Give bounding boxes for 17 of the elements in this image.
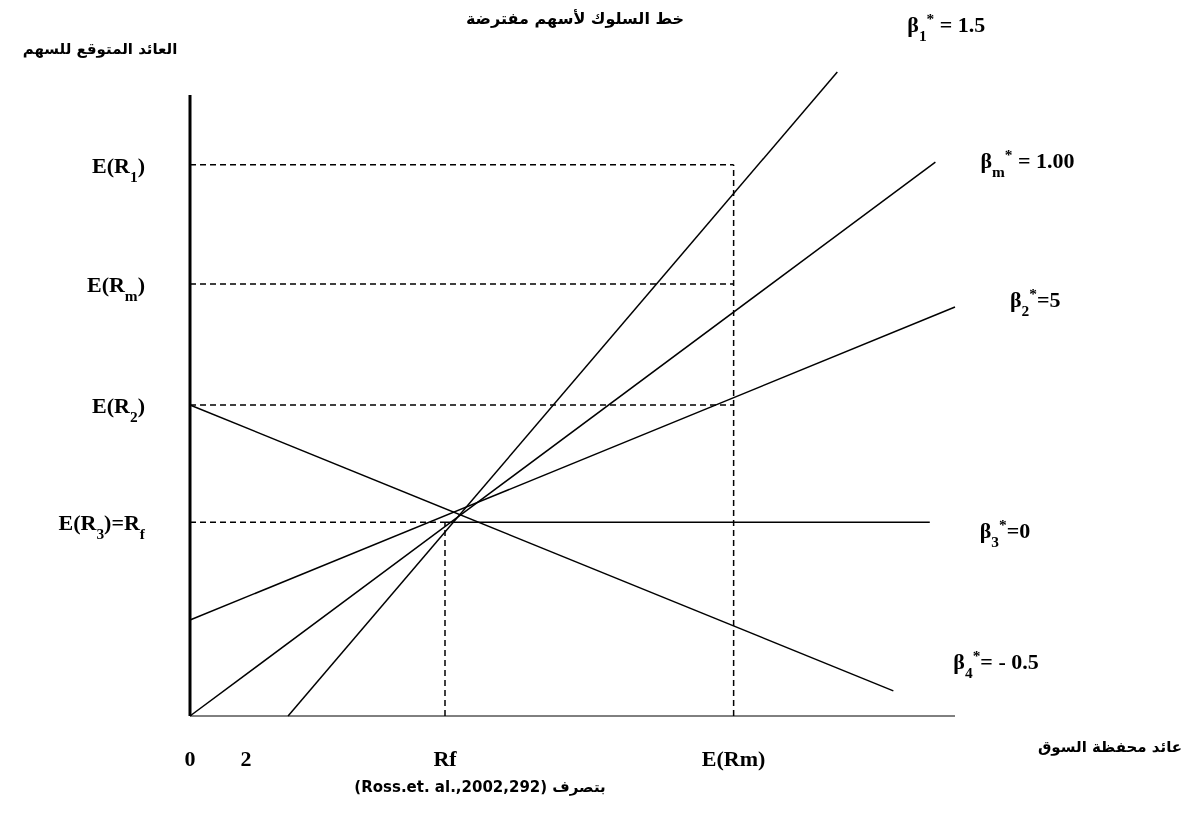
y-axis-title: العائد المتوقع للسهم bbox=[22, 40, 178, 58]
text: E(R$_{m}$) bbox=[86, 272, 145, 304]
chart-title: خط السلوك لأسهم مفترضة bbox=[465, 9, 685, 28]
x-tick-label: E(Rm) bbox=[701, 746, 766, 771]
text: E(R$_{2}$) bbox=[92, 393, 145, 425]
text: E(R$_{1}$) bbox=[92, 153, 145, 185]
text: β$_{4}$$^{*}$= - 0.5 bbox=[953, 646, 1039, 681]
text: E(R$_{3}$)=R$_{f}$ bbox=[58, 510, 146, 542]
text: β$_{2}$$^{*}$=5 bbox=[1010, 284, 1061, 319]
text: عائد محفظة السوق bbox=[1037, 738, 1183, 756]
text: β$_{1}$$^{*}$ = 1.5 bbox=[907, 9, 986, 44]
x-tick-label: 2 bbox=[240, 746, 252, 771]
text: β$_{m}$$^{*}$ = 1.00 bbox=[980, 145, 1075, 180]
text: β$_{3}$$^{*}$=0 bbox=[979, 515, 1031, 550]
text: بتصرف (Ross.et. al.,2002,292) bbox=[354, 778, 606, 796]
x-tick-label: 0 bbox=[184, 746, 196, 771]
x-tick-label: Rf bbox=[433, 746, 458, 771]
